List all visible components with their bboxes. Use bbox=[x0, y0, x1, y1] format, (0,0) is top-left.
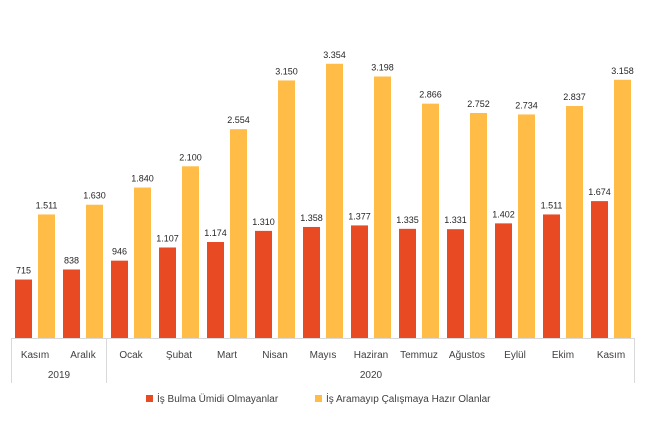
bar-series-1-3 bbox=[159, 247, 176, 338]
data-label-series-2-5: 3.150 bbox=[275, 66, 298, 76]
data-label-series-2-11: 2.837 bbox=[563, 92, 586, 102]
category-label-8: Temmuz bbox=[400, 350, 438, 361]
bar-series-1-6 bbox=[303, 226, 320, 338]
bar-series-1-0 bbox=[15, 279, 32, 338]
data-label-series-2-6: 3.354 bbox=[323, 50, 346, 60]
bar-series-2-3 bbox=[182, 166, 199, 338]
bar-series-1-9 bbox=[447, 229, 464, 338]
bar-series-2-10 bbox=[518, 114, 535, 338]
year-label-0: 2019 bbox=[48, 370, 71, 381]
data-label-series-1-6: 1.358 bbox=[300, 213, 323, 223]
data-label-series-1-9: 1.331 bbox=[444, 215, 467, 225]
data-label-series-2-7: 3.198 bbox=[371, 63, 394, 73]
category-label-12: Kasım bbox=[597, 350, 625, 361]
legend-label-1: İş Bulma Ümidi Olmayanlar bbox=[157, 392, 279, 405]
data-label-series-1-4: 1.174 bbox=[204, 228, 227, 238]
data-label-series-2-1: 1.630 bbox=[83, 191, 106, 201]
bar-series-2-7 bbox=[374, 76, 391, 338]
category-label-7: Haziran bbox=[354, 350, 388, 361]
category-label-3: Şubat bbox=[166, 350, 192, 361]
bar-series-2-9 bbox=[470, 112, 487, 339]
data-label-series-1-0: 715 bbox=[16, 266, 31, 276]
category-label-9: Ağustos bbox=[449, 350, 485, 361]
bar-series-2-5 bbox=[278, 80, 295, 339]
data-label-series-1-11: 1.511 bbox=[541, 200, 563, 210]
data-label-series-1-5: 1.310 bbox=[252, 217, 275, 227]
data-label-series-2-9: 2.752 bbox=[467, 99, 490, 109]
legend-swatch-2 bbox=[315, 395, 322, 402]
data-label-series-2-8: 2.866 bbox=[419, 90, 442, 100]
bar-series-2-1 bbox=[86, 204, 103, 338]
bar-series-2-2 bbox=[134, 187, 151, 338]
data-label-series-2-4: 2.554 bbox=[227, 115, 250, 125]
category-label-11: Ekim bbox=[552, 350, 574, 361]
data-label-series-2-12: 3.158 bbox=[611, 66, 634, 76]
value-labels-layer: 715 1.511 838 1.630 946 1.840 1.107 2.100 1.174 2… bbox=[16, 50, 634, 276]
bar-series-2-6 bbox=[326, 63, 343, 339]
category-label-10: Eylül bbox=[504, 350, 526, 361]
bar-series-1-10 bbox=[495, 223, 512, 338]
data-label-series-1-8: 1.335 bbox=[396, 215, 419, 225]
data-label-series-1-3: 1.107 bbox=[156, 233, 179, 243]
year-label-1: 2020 bbox=[360, 370, 383, 381]
data-label-series-2-0: 1.511 bbox=[36, 200, 58, 210]
legend-label-2: İş Aramayıp Çalışmaya Hazır Olanlar bbox=[326, 392, 491, 405]
data-label-series-1-12: 1.674 bbox=[588, 187, 611, 197]
bars-layer bbox=[15, 63, 631, 339]
category-label-5: Nisan bbox=[262, 350, 288, 361]
data-label-series-1-10: 1.402 bbox=[492, 209, 515, 219]
bar-series-2-11 bbox=[566, 106, 583, 338]
bar-series-1-12 bbox=[591, 201, 608, 338]
data-label-series-2-10: 2.734 bbox=[515, 100, 538, 110]
bar-series-1-11 bbox=[543, 214, 560, 338]
category-label-1: Aralık bbox=[70, 350, 97, 361]
bar-series-1-8 bbox=[399, 228, 416, 338]
data-label-series-2-2: 1.840 bbox=[131, 174, 154, 184]
bar-series-2-8 bbox=[422, 103, 439, 338]
legend-swatch-1 bbox=[146, 395, 153, 402]
category-label-0: Kasım bbox=[21, 350, 49, 361]
data-label-series-1-7: 1.377 bbox=[348, 211, 371, 221]
data-label-series-1-1: 838 bbox=[64, 255, 79, 265]
bar-series-1-4 bbox=[207, 242, 224, 338]
bar-series-1-7 bbox=[351, 225, 368, 338]
bar-series-1-2 bbox=[111, 260, 128, 338]
bar-series-1-1 bbox=[63, 269, 80, 338]
legend: İş Bulma Ümidi Olmayanlar İş Aramayıp Çal… bbox=[146, 392, 491, 405]
bar-series-2-0 bbox=[38, 214, 55, 338]
category-label-4: Mart bbox=[217, 350, 237, 361]
category-label-2: Ocak bbox=[119, 350, 143, 361]
bar-series-2-12 bbox=[614, 79, 631, 339]
bar-series-1-5 bbox=[255, 230, 272, 338]
data-label-series-2-3: 2.100 bbox=[179, 152, 202, 162]
category-axis: Kasım Aralık Ocak Şubat Mart Nisan Mayıs Hazira… bbox=[11, 338, 635, 383]
category-label-6: Mayıs bbox=[310, 350, 337, 361]
data-label-series-1-2: 946 bbox=[112, 247, 127, 257]
bar-series-2-4 bbox=[230, 129, 247, 338]
